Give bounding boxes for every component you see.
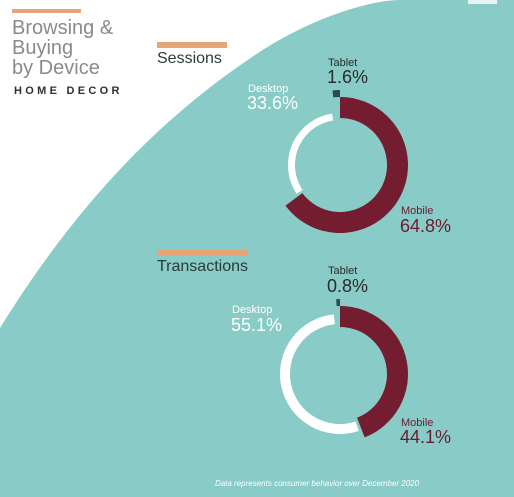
transactions-desktop-label: Desktop [232, 304, 273, 316]
sessions-tablet-label: Tablet [328, 57, 358, 69]
page-title: Browsing & Buying by Device [12, 18, 152, 78]
sessions-donut [285, 90, 409, 234]
transactions-slice-desktop [279, 314, 359, 434]
sessions-accent-bar [157, 42, 227, 48]
sessions-slice-desktop [288, 113, 334, 194]
page-subtitle: HOME DECOR [14, 85, 123, 97]
transactions-slice-mobile [340, 306, 409, 438]
sessions-title: Sessions [157, 50, 222, 67]
transactions-accent-bar [157, 250, 248, 256]
sessions-mobile-value: 64.8% [400, 216, 452, 236]
transactions-donut [279, 299, 409, 438]
transactions-mobile-label: Mobile [401, 417, 434, 429]
sessions-mobile-label: Mobile [401, 205, 434, 217]
title-line-1: Browsing & [12, 17, 114, 39]
title-line-3: by Device [12, 57, 100, 79]
title-line-2: Buying [12, 37, 74, 59]
title-accent-bar [12, 9, 81, 13]
sessions-slice-mobile [285, 97, 409, 234]
transactions-desktop-value: 55.1% [231, 315, 283, 335]
sessions-desktop-value: 33.6% [247, 93, 299, 113]
sessions-slice-tablet [332, 90, 340, 98]
transactions-title: Transactions [157, 258, 248, 275]
transactions-tablet-value: 0.8% [327, 276, 369, 296]
transactions-tablet-label: Tablet [328, 265, 358, 277]
corner-accent [468, 0, 497, 4]
sessions-desktop-label: Desktop [248, 83, 289, 95]
transactions-mobile-value: 44.1% [400, 427, 452, 447]
sessions-tablet-value: 1.6% [327, 67, 369, 87]
footnote: Data represents consumer behavior over D… [214, 479, 420, 488]
transactions-slice-tablet [336, 299, 340, 307]
